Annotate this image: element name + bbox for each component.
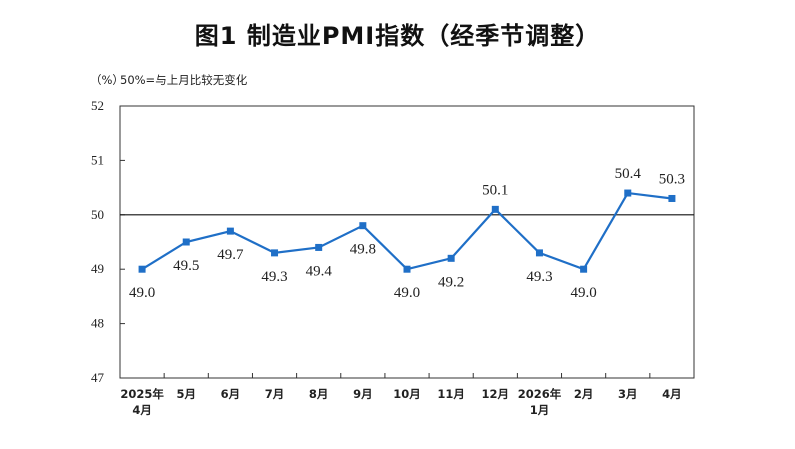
y-tick-label: 47 [91, 370, 105, 385]
data-label: 50.3 [659, 171, 685, 187]
x-tick-label: 10月 [393, 387, 421, 401]
data-point [491, 205, 499, 213]
y-tick-label: 48 [91, 316, 104, 331]
y-tick-label: 52 [91, 98, 104, 113]
x-tick-label: 2月 [574, 387, 594, 401]
x-tick-label: 9月 [353, 387, 373, 401]
y-tick-label: 49 [91, 261, 104, 276]
data-label: 49.7 [217, 247, 244, 263]
unit-label: （%） [90, 73, 124, 87]
data-point [359, 222, 367, 230]
x-axis: 2025年 4月 5月 6月 7月 8月 9月 10月 11月 12月 2026年 1月 2月 3月 4月 [119, 373, 695, 417]
y-tick-label: 51 [91, 152, 104, 167]
data-point [624, 189, 632, 197]
data-label: 49.3 [526, 269, 552, 285]
x-tick-label: 8月 [309, 387, 329, 401]
data-point [315, 243, 323, 251]
data-point [182, 238, 190, 246]
data-label: 49.0 [570, 285, 596, 301]
data-label: 49.4 [306, 263, 333, 279]
data-point [535, 249, 543, 257]
data-point [580, 265, 588, 273]
data-label: 50.1 [482, 182, 508, 198]
data-points [138, 189, 676, 273]
data-point [447, 254, 455, 262]
x-tick-label: 2026年 1月 [518, 387, 562, 417]
plot-frame [119, 105, 695, 379]
x-tick-label: 4月 [662, 387, 682, 401]
data-point [403, 265, 411, 273]
y-tick-label: 50 [91, 207, 104, 222]
x-tick-label: 7月 [265, 387, 285, 401]
data-label: 49.0 [394, 285, 420, 301]
data-label: 49.5 [173, 258, 199, 274]
x-tick-label: 11月 [437, 387, 465, 401]
data-labels: 49.0 49.5 49.7 49.3 49.4 49.8 49.0 49.2 50.1 49.3… [129, 166, 685, 301]
data-label: 50.4 [615, 166, 642, 182]
x-tick-label: 12月 [482, 387, 510, 401]
data-label: 49.2 [438, 274, 464, 290]
data-point [271, 249, 279, 257]
x-tick-label: 5月 [176, 387, 196, 401]
data-point [138, 265, 146, 273]
data-label: 49.0 [129, 285, 155, 301]
x-tick-label: 3月 [618, 387, 638, 401]
x-tick-label: 6月 [221, 387, 241, 401]
data-label: 49.3 [261, 269, 287, 285]
data-label: 49.8 [350, 242, 376, 258]
x-tick-label: 2025年 4月 [120, 387, 164, 417]
reference-note: 50%=与上月比较无变化 [120, 73, 248, 87]
data-point [226, 227, 234, 235]
y-axis: 47 48 49 50 51 52 [91, 98, 125, 385]
data-point [668, 194, 676, 202]
chart-title: 图1 制造业PMI指数（经季节调整） [194, 22, 601, 50]
